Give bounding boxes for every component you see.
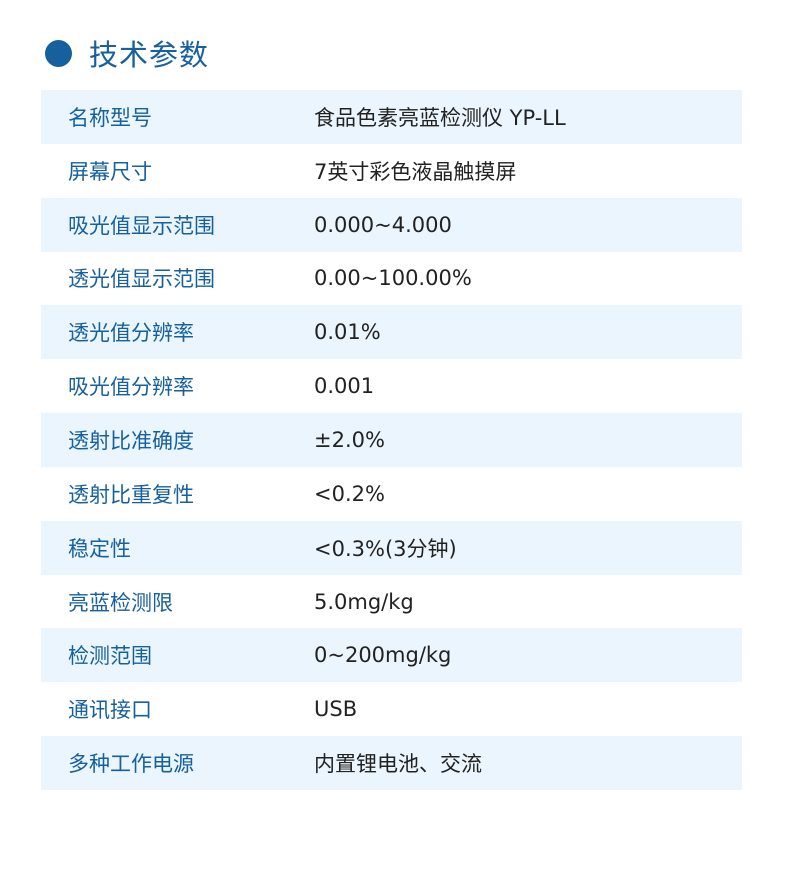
spec-label: 透射比重复性 bbox=[68, 482, 194, 507]
table-row: 名称型号 食品色素亮蓝检测仪 YP-LL bbox=[41, 90, 742, 144]
spec-value: 食品色素亮蓝检测仪 YP-LL bbox=[314, 105, 566, 130]
spec-label: 透光值分辨率 bbox=[68, 321, 194, 346]
table-row: 透射比准确度 ±2.0% bbox=[41, 413, 742, 467]
spec-value: 0~200mg/kg bbox=[314, 643, 452, 668]
table-row: 透光值分辨率 0.01% bbox=[41, 305, 742, 360]
spec-label: 通讯接口 bbox=[68, 698, 152, 723]
spec-value: 7英寸彩色液晶触摸屏 bbox=[314, 159, 517, 184]
spec-value: 0.000~4.000 bbox=[314, 212, 452, 237]
table-row: 亮蓝检测限 5.0mg/kg bbox=[41, 575, 742, 629]
section-title: 技术参数 bbox=[89, 38, 210, 72]
spec-label: 屏幕尺寸 bbox=[68, 159, 152, 184]
spec-label: 稳定性 bbox=[68, 536, 131, 561]
spec-label: 亮蓝检测限 bbox=[68, 590, 173, 615]
spec-label: 透射比准确度 bbox=[68, 428, 194, 453]
table-row: 屏幕尺寸 7英寸彩色液晶触摸屏 bbox=[41, 144, 742, 198]
table-row: 透光值显示范围 0.00~100.00% bbox=[41, 252, 742, 306]
spec-value: 5.0mg/kg bbox=[314, 589, 414, 614]
spec-label: 名称型号 bbox=[68, 105, 152, 130]
spec-value: USB bbox=[314, 697, 358, 722]
spec-value: <0.3%(3分钟) bbox=[314, 536, 457, 561]
table-row: 检测范围 0~200mg/kg bbox=[41, 628, 742, 683]
table-row: 吸光值分辨率 0.001 bbox=[41, 359, 742, 413]
table-row: 透射比重复性 <0.2% bbox=[41, 467, 742, 521]
section-header: 技术参数 bbox=[45, 32, 209, 74]
spec-label: 透光值显示范围 bbox=[68, 267, 215, 292]
spec-value: <0.2% bbox=[314, 481, 385, 506]
spec-table: 名称型号 食品色素亮蓝检测仪 YP-LL 屏幕尺寸 7英寸彩色液晶触摸屏吸光值显示范围… bbox=[41, 90, 742, 790]
bullet-icon bbox=[45, 39, 72, 67]
spec-value: 0.001 bbox=[314, 374, 375, 399]
table-row: 通讯接口 USB bbox=[41, 682, 742, 736]
spec-label: 吸光值分辨率 bbox=[68, 375, 194, 400]
spec-label: 多种工作电源 bbox=[68, 752, 194, 777]
spec-value: ±2.0% bbox=[314, 427, 385, 452]
spec-value: 0.00~100.00% bbox=[314, 266, 472, 291]
table-row: 稳定性 <0.3%(3分钟) bbox=[41, 520, 742, 575]
spec-label: 吸光值显示范围 bbox=[68, 213, 215, 238]
table-row: 多种工作电源 内置锂电池、交流 bbox=[41, 736, 742, 790]
spec-value: 0.01% bbox=[314, 320, 381, 345]
spec-value: 内置锂电池、交流 bbox=[314, 752, 482, 777]
table-row: 吸光值显示范围 0.000~4.000 bbox=[41, 197, 742, 252]
spec-label: 检测范围 bbox=[68, 644, 152, 669]
